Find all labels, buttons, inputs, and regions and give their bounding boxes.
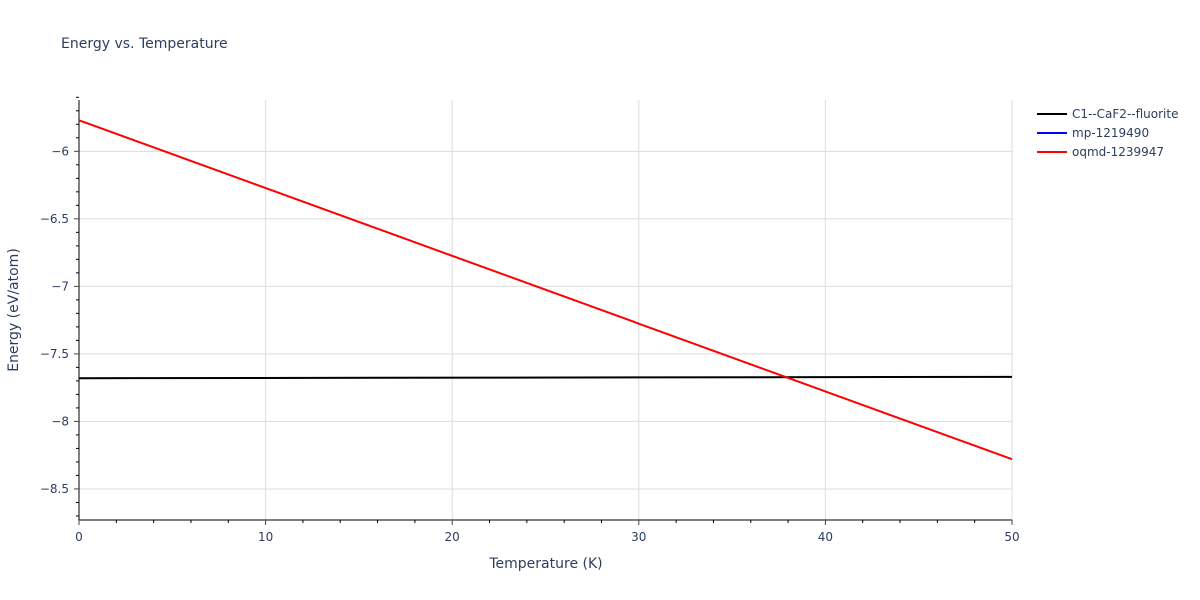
series-line: [78, 375, 1013, 380]
x-tick-label: 40: [818, 530, 833, 544]
plot-series: [78, 119, 1013, 461]
x-tick-label: 20: [445, 530, 460, 544]
x-tick-label: 30: [631, 530, 646, 544]
y-tick-label: −7: [51, 279, 69, 293]
legend-label: oqmd-1239947: [1072, 145, 1164, 159]
legend-item[interactable]: oqmd-1239947: [1037, 145, 1164, 159]
legend-item[interactable]: C1--CaF2--fluorite: [1037, 107, 1178, 121]
y-tick-label: −7.5: [40, 347, 69, 361]
chart-title: Energy vs. Temperature: [61, 36, 228, 52]
y-tick-label: −8.5: [40, 482, 69, 496]
y-tick-label: −8: [51, 414, 69, 428]
x-tick-label: 50: [1004, 530, 1019, 544]
legend-item[interactable]: mp-1219490: [1037, 126, 1149, 140]
x-tick-label: 0: [75, 530, 83, 544]
y-axis-title: Energy (eV/atom): [6, 248, 22, 372]
y-tick-label: −6.5: [40, 212, 69, 226]
legend-label: mp-1219490: [1072, 126, 1149, 140]
gridlines: [79, 100, 1013, 520]
tick-labels: 0 10 20 30 40 50 −6 −6.5 −7 −7.5 −8 −8.5: [40, 144, 1020, 544]
x-axis-title: Temperature (K): [488, 556, 602, 572]
legend-label: C1--CaF2--fluorite: [1072, 107, 1178, 121]
legend: C1--CaF2--fluorite mp-1219490 oqmd-1239947: [1037, 107, 1178, 159]
series-line: [78, 119, 1013, 461]
x-tick-label: 10: [258, 530, 273, 544]
axes: [74, 96, 1013, 525]
y-tick-label: −6: [51, 144, 69, 158]
